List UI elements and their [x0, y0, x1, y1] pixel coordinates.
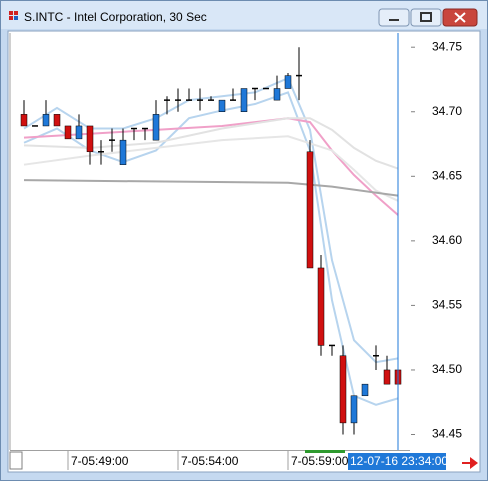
- candle-body: [317, 267, 325, 346]
- window-title: S.INTC - Intel Corporation, 30 Sec: [24, 10, 207, 24]
- y-tick-label: 34.50: [432, 362, 462, 376]
- cursor-label-box: [348, 453, 446, 470]
- candle-body: [383, 369, 391, 385]
- candle-body: [252, 87, 258, 90]
- candle-body: [240, 88, 248, 113]
- candle-body: [218, 99, 226, 113]
- candle-body: [361, 383, 369, 397]
- maximize-button[interactable]: [410, 8, 442, 27]
- scroll-box[interactable]: [9, 451, 23, 470]
- candle-body: [230, 99, 236, 101]
- candle-body: [42, 114, 50, 127]
- y-tick-label: 34.55: [432, 298, 462, 312]
- candle-body: [86, 125, 94, 153]
- candle-body: [53, 114, 61, 127]
- y-tick-label: 34.65: [432, 168, 462, 182]
- candle-body: [75, 125, 83, 140]
- candle-body: [64, 125, 72, 140]
- candle-body: [273, 88, 281, 101]
- x-tick-label: 7-05:49:00: [71, 454, 129, 468]
- y-tick-label: 34.45: [432, 427, 462, 441]
- candle-body: [32, 125, 38, 127]
- close-icon: [454, 12, 466, 23]
- y-tick-label: 34.75: [432, 39, 462, 53]
- y-tick-label: 34.60: [432, 233, 462, 247]
- candle-body: [306, 151, 314, 269]
- candle-body: [109, 139, 115, 141]
- candle-body: [98, 151, 104, 153]
- candle-body: [263, 87, 269, 90]
- minimize-icon: [389, 19, 399, 21]
- candle-body: [197, 99, 203, 101]
- app-icon: [9, 11, 18, 20]
- candle-body: [208, 99, 214, 101]
- candle-body: [20, 114, 28, 127]
- x-tick-label: 7-05:59:00: [291, 454, 349, 468]
- candle-body: [119, 139, 127, 165]
- candle-body: [350, 395, 358, 424]
- y-tick-label: 34.70: [432, 104, 462, 118]
- scroll-right-arrow[interactable]: [462, 457, 478, 469]
- candle-body: [373, 355, 379, 357]
- x-tick-label: 7-05:54:00: [181, 454, 239, 468]
- candle-body: [142, 127, 148, 130]
- candle-body: [131, 127, 137, 130]
- candle-body: [284, 75, 292, 89]
- candle-body: [296, 74, 302, 77]
- maximize-icon: [420, 12, 432, 22]
- candle-body: [329, 344, 335, 347]
- candle-body: [339, 355, 347, 424]
- cursor-label: 12-07-16 23:34:00: [350, 454, 448, 468]
- candle-body: [186, 99, 192, 101]
- overlay-line: [23, 76, 399, 364]
- minimize-button[interactable]: [378, 8, 410, 27]
- overlay-line: [23, 91, 399, 406]
- overlay-line: [23, 135, 399, 202]
- candle-body: [152, 114, 160, 141]
- plot-area: 34.45 34.50 34.55 34.60 34.65 34.70 34.75 7-05:…: [20, 33, 462, 470]
- candle-body: [175, 99, 181, 101]
- candle-body: [164, 99, 170, 101]
- volume-indicator: [305, 450, 345, 453]
